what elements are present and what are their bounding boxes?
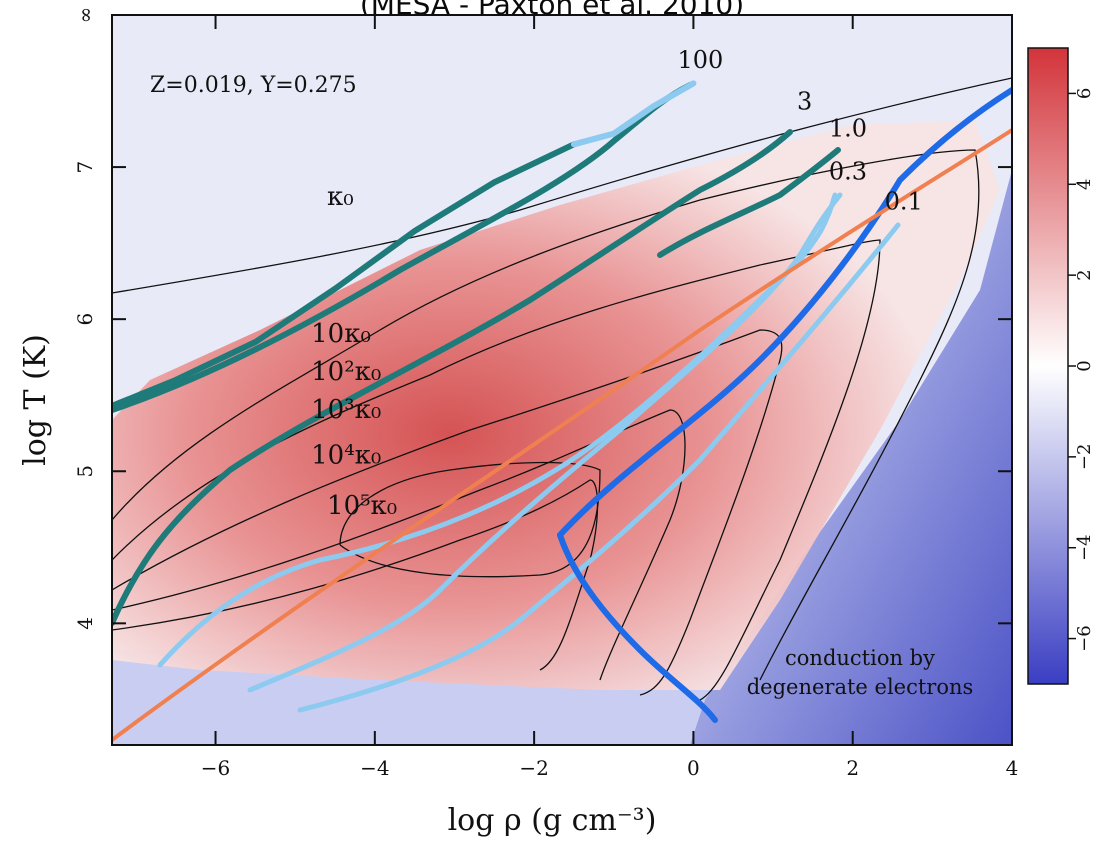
colorbar-tick-label: −2 [1074, 444, 1095, 471]
axis-ticks: −6 −4 −2 0 2 4 4 5 6 7 ∞ [73, 7, 1018, 780]
y-tick-label: 4 [73, 617, 97, 630]
colorbar-ticks: 6 4 2 0 −2 −4 −6 [1068, 88, 1095, 652]
plot-area [112, 15, 1012, 745]
colorbar-tick-label: 4 [1074, 179, 1095, 190]
colorbar [1027, 47, 1069, 685]
heatmap-degenerate-region [690, 170, 1012, 745]
x-tick-label: 2 [846, 756, 859, 780]
contour-label-1: 10κ₀ [311, 319, 371, 349]
y-tick-label: ∞ [73, 7, 97, 24]
stellar-track-0 [112, 129, 793, 626]
colorbar-tick-label: 2 [1074, 269, 1095, 280]
opacity-contour-4 [112, 409, 686, 681]
x-axis-label: log ρ (g cm⁻³) [448, 803, 657, 838]
stellar-track-5 [297, 222, 901, 713]
y-tick-label: 5 [73, 465, 97, 478]
plot-frame [111, 14, 1013, 746]
y-axis-label: log T (K) [18, 334, 53, 466]
stellar-track-7 [557, 532, 718, 723]
opacity-contour-1 [112, 149, 980, 681]
stellar-track-8 [112, 128, 1012, 742]
contour-label-2: 10²κ₀ [311, 357, 381, 387]
x-tick-label: −6 [201, 756, 230, 780]
colorbar-tick-label: −6 [1074, 625, 1095, 652]
series-track-tip-0 [570, 80, 697, 148]
series-track-0 [112, 141, 577, 409]
mass-label-0: 100 [677, 46, 723, 74]
mass-label-4: 0.1 [885, 188, 923, 216]
contour-label-5: 10⁵κ₀ [327, 491, 397, 521]
composition-label: Z=0.019, Y=0.275 [150, 73, 357, 98]
colorbar-tick-label: −4 [1074, 534, 1095, 561]
opacity-contour-5 [112, 479, 599, 671]
contour-label-4: 10⁴κ₀ [311, 441, 381, 471]
x-tick-label: 0 [687, 756, 700, 780]
contour-label-3: 10³κ₀ [311, 395, 381, 425]
x-tick-label: −4 [360, 756, 389, 780]
y-tick-label: 7 [73, 161, 97, 174]
stellar-track-4 [247, 192, 843, 693]
x-tick-label: 4 [1006, 756, 1019, 780]
stellar-track-2 [657, 147, 841, 258]
stellar-track-3 [157, 192, 838, 668]
region-label-line1: conduction by [785, 646, 935, 670]
stellar-track-6 [557, 87, 1012, 538]
y-tick-label: 6 [73, 313, 97, 326]
mass-label-1: 3 [797, 87, 812, 115]
opacity-contour-3 [112, 329, 783, 696]
chart-overlay: κ₀ 10κ₀ 10²κ₀ 10³κ₀ 10⁴κ₀ 10⁵κ₀ 100 3 1.0 0.3 0.1 [112, 46, 1012, 742]
mass-label-2: 1.0 [829, 115, 867, 143]
contour-label-0: κ₀ [327, 182, 354, 212]
heatmap-opacity-peak [112, 120, 1000, 690]
mass-label-3: 0.3 [829, 157, 867, 185]
stellar-track-1 [112, 82, 693, 413]
colorbar-tick-label: 6 [1074, 88, 1095, 99]
region-label-line2: degenerate electrons [747, 675, 974, 699]
opacity-contour-0 [112, 77, 1012, 294]
colorbar-tick-label: 0 [1074, 360, 1095, 371]
x-tick-label: −2 [519, 756, 548, 780]
